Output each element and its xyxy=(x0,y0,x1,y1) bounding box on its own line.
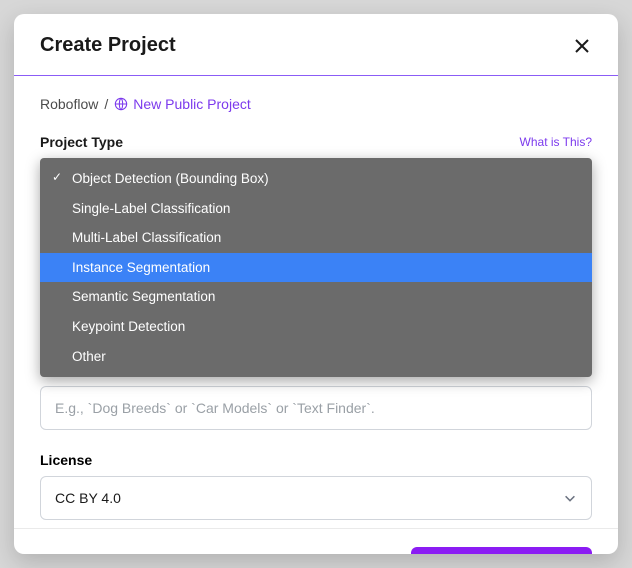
modal-footer: Cancel Create Public Project xyxy=(14,528,618,554)
project-type-option[interactable]: Object Detection (Bounding Box) xyxy=(40,164,592,194)
chevron-down-icon xyxy=(563,491,577,505)
close-button[interactable] xyxy=(572,36,592,56)
modal-body: Roboflow / New Public Project Project Ty… xyxy=(14,76,618,528)
breadcrumb: Roboflow / New Public Project xyxy=(40,96,592,112)
modal-title: Create Project xyxy=(40,34,176,57)
cancel-button[interactable]: Cancel xyxy=(40,549,103,554)
create-public-project-button[interactable]: Create Public Project xyxy=(411,547,592,554)
breadcrumb-current[interactable]: New Public Project xyxy=(114,96,251,112)
create-project-modal: Create Project Roboflow / New Public Pro… xyxy=(14,14,618,554)
close-icon xyxy=(574,38,590,54)
license-label: License xyxy=(40,452,592,468)
breadcrumb-root[interactable]: Roboflow xyxy=(40,96,98,112)
license-select[interactable]: CC BY 4.0 xyxy=(40,476,592,520)
project-type-dropdown[interactable]: Object Detection (Bounding Box)Single-La… xyxy=(40,158,592,377)
project-type-help-link[interactable]: What is This? xyxy=(520,135,592,149)
project-name-placeholder: E.g., `Dog Breeds` or `Car Models` or `T… xyxy=(55,400,375,416)
project-type-option[interactable]: Other xyxy=(40,342,592,372)
project-type-option[interactable]: Keypoint Detection xyxy=(40,312,592,342)
project-name-input[interactable]: E.g., `Dog Breeds` or `Car Models` or `T… xyxy=(40,386,592,430)
globe-icon xyxy=(114,97,128,111)
project-type-option[interactable]: Semantic Segmentation xyxy=(40,282,592,312)
breadcrumb-current-label: New Public Project xyxy=(133,96,251,112)
project-type-option[interactable]: Instance Segmentation xyxy=(40,253,592,283)
breadcrumb-separator: / xyxy=(104,96,108,112)
project-type-option[interactable]: Single-Label Classification xyxy=(40,194,592,224)
modal-header: Create Project xyxy=(14,14,618,76)
project-type-label: Project Type xyxy=(40,134,123,150)
project-type-option[interactable]: Multi-Label Classification xyxy=(40,223,592,253)
license-value: CC BY 4.0 xyxy=(55,490,121,506)
project-type-select[interactable]: Object Detection (Bounding Box)Single-La… xyxy=(40,158,592,202)
project-type-field-row: Project Type What is This? xyxy=(40,134,592,150)
